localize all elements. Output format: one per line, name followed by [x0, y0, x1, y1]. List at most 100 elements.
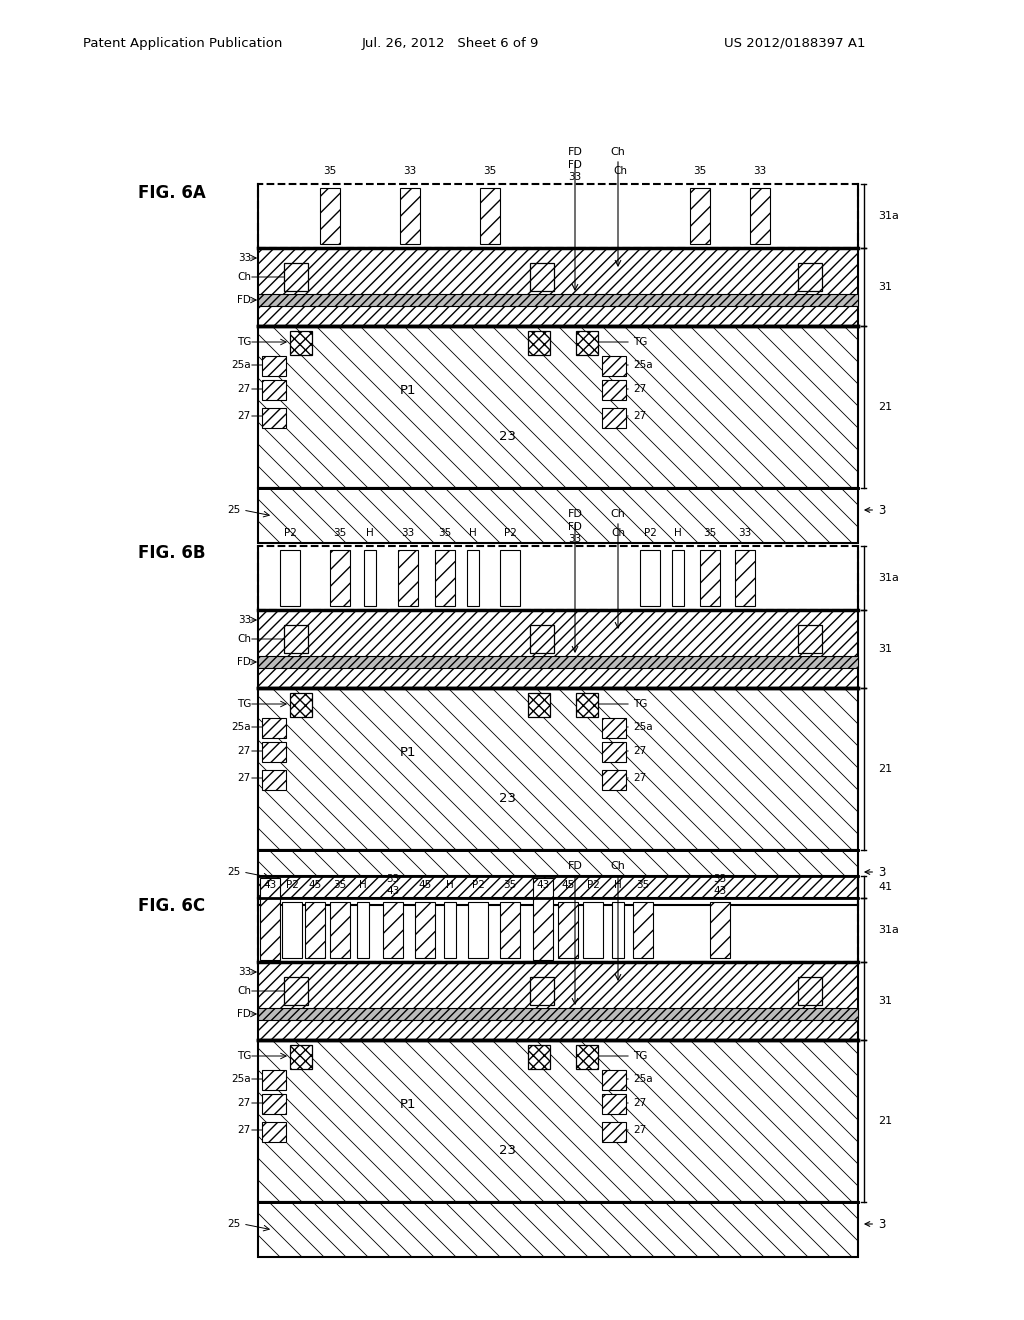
Bar: [258, 610, 858, 688]
Text: 45: 45: [561, 880, 574, 890]
Text: 35: 35: [334, 528, 347, 539]
Bar: [319, 187, 340, 244]
Bar: [690, 187, 710, 244]
Bar: [602, 770, 626, 789]
Bar: [602, 718, 626, 738]
Text: TG: TG: [531, 337, 546, 347]
Bar: [602, 380, 626, 400]
Text: TG: TG: [633, 700, 647, 709]
Bar: [558, 902, 578, 958]
Text: TG: TG: [531, 700, 546, 709]
Text: 25: 25: [226, 506, 240, 515]
Text: 35: 35: [504, 880, 517, 890]
Bar: [602, 1094, 626, 1114]
Bar: [258, 294, 858, 306]
Text: 43: 43: [263, 880, 276, 890]
Text: Patent Application Publication: Patent Application Publication: [83, 37, 283, 49]
Bar: [330, 550, 350, 606]
Text: 33: 33: [401, 528, 415, 539]
Text: Ch: Ch: [613, 166, 627, 176]
Text: 33: 33: [238, 253, 251, 263]
Bar: [480, 187, 500, 244]
Text: 27: 27: [633, 746, 646, 756]
Bar: [798, 263, 822, 290]
Bar: [262, 408, 286, 428]
Text: 23: 23: [500, 429, 516, 442]
Text: H: H: [446, 880, 454, 890]
Text: 33: 33: [568, 535, 582, 544]
Bar: [262, 718, 286, 738]
Bar: [262, 1122, 286, 1142]
Bar: [258, 962, 858, 1040]
Text: FD: FD: [567, 861, 583, 871]
Text: 43: 43: [537, 880, 550, 890]
Text: 27: 27: [238, 774, 251, 783]
Bar: [528, 331, 550, 355]
Bar: [398, 550, 418, 606]
Bar: [575, 331, 598, 355]
Bar: [280, 550, 300, 606]
Bar: [575, 1045, 598, 1069]
Text: 25a: 25a: [231, 360, 251, 370]
Text: P2: P2: [587, 880, 599, 890]
Text: 23: 23: [500, 1143, 516, 1156]
Bar: [575, 693, 598, 717]
Text: 33: 33: [238, 968, 251, 977]
Text: 27: 27: [633, 1098, 646, 1107]
Bar: [530, 263, 554, 290]
Text: P2: P2: [643, 528, 656, 539]
Text: 25a: 25a: [231, 722, 251, 733]
Text: 45: 45: [308, 880, 322, 890]
Text: 33: 33: [386, 874, 399, 884]
Bar: [528, 1045, 550, 1069]
Bar: [415, 902, 435, 958]
Text: 35: 35: [636, 880, 649, 890]
Text: 25: 25: [226, 867, 240, 876]
Text: 27: 27: [238, 411, 251, 421]
Text: FIG. 6C: FIG. 6C: [138, 898, 205, 915]
Text: P2: P2: [284, 528, 296, 539]
Bar: [357, 902, 369, 958]
Text: 33: 33: [403, 166, 417, 176]
Text: FIG. 6A: FIG. 6A: [138, 183, 206, 202]
Text: P2: P2: [286, 880, 298, 890]
Bar: [260, 878, 280, 960]
Text: 45: 45: [419, 880, 432, 890]
Bar: [750, 187, 770, 244]
Text: 41: 41: [878, 882, 892, 892]
Text: TG: TG: [237, 700, 251, 709]
Text: FD: FD: [568, 521, 582, 532]
Text: TG: TG: [237, 337, 251, 347]
Bar: [258, 248, 858, 326]
Text: Jul. 26, 2012   Sheet 6 of 9: Jul. 26, 2012 Sheet 6 of 9: [361, 37, 539, 49]
Bar: [258, 1008, 858, 1020]
Text: 27: 27: [238, 1125, 251, 1135]
Text: H: H: [367, 528, 374, 539]
Bar: [602, 1071, 626, 1090]
Text: 31: 31: [878, 282, 892, 292]
Text: 35: 35: [438, 528, 452, 539]
Text: 33: 33: [754, 166, 767, 176]
Text: 25a: 25a: [231, 1074, 251, 1084]
Text: TG: TG: [633, 337, 647, 347]
Bar: [290, 693, 312, 717]
Bar: [262, 380, 286, 400]
Text: 23: 23: [500, 792, 516, 804]
Bar: [798, 977, 822, 1005]
Text: H: H: [359, 880, 367, 890]
Bar: [700, 550, 720, 606]
Text: P2: P2: [504, 528, 516, 539]
Text: FD: FD: [238, 1008, 251, 1019]
Text: 27: 27: [633, 774, 646, 783]
Bar: [672, 550, 684, 606]
Text: TG: TG: [531, 1051, 546, 1061]
Bar: [258, 898, 858, 962]
Text: Ch: Ch: [237, 634, 251, 644]
Bar: [583, 902, 603, 958]
Text: 35: 35: [324, 166, 337, 176]
Text: Ch: Ch: [611, 528, 625, 539]
Text: FD: FD: [238, 657, 251, 667]
Bar: [262, 1094, 286, 1114]
Text: 33: 33: [738, 528, 752, 539]
Text: 31a: 31a: [878, 211, 899, 220]
